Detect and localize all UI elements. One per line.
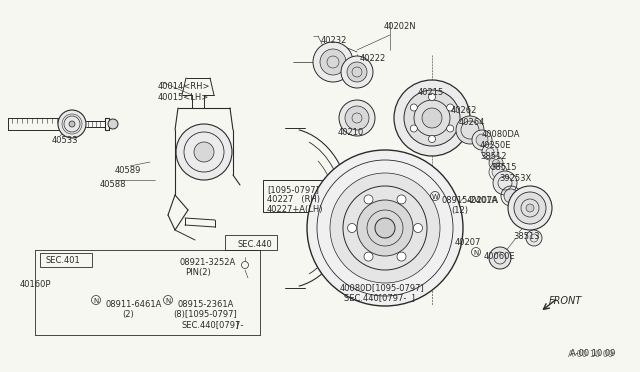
Circle shape xyxy=(447,104,454,111)
Circle shape xyxy=(482,144,498,160)
Text: 38512: 38512 xyxy=(480,152,506,161)
Circle shape xyxy=(504,189,518,203)
Text: (2): (2) xyxy=(122,310,134,319)
Text: 38515: 38515 xyxy=(490,163,516,172)
Text: A-00 10 09: A-00 10 09 xyxy=(570,349,616,358)
Circle shape xyxy=(476,134,488,146)
Text: 40232: 40232 xyxy=(321,36,348,45)
Circle shape xyxy=(422,108,442,128)
Circle shape xyxy=(341,56,373,88)
Text: 08915-2361A: 08915-2361A xyxy=(178,300,234,309)
Text: 08915-2401A: 08915-2401A xyxy=(441,196,497,205)
Circle shape xyxy=(348,224,356,232)
Text: 40533: 40533 xyxy=(52,136,79,145)
Circle shape xyxy=(526,230,542,246)
Text: 08921-3252A: 08921-3252A xyxy=(180,258,236,267)
Circle shape xyxy=(345,106,369,130)
Text: FRONT: FRONT xyxy=(549,296,582,306)
Circle shape xyxy=(176,124,232,180)
Circle shape xyxy=(108,119,118,129)
Text: (8)[1095-0797]: (8)[1095-0797] xyxy=(173,310,237,319)
Circle shape xyxy=(313,42,353,82)
Circle shape xyxy=(194,142,214,162)
Circle shape xyxy=(526,204,534,212)
Text: 40014<RH>: 40014<RH> xyxy=(158,82,211,91)
Circle shape xyxy=(339,100,375,136)
Circle shape xyxy=(489,247,511,269)
Text: 40215: 40215 xyxy=(418,88,444,97)
Circle shape xyxy=(357,200,413,256)
Bar xyxy=(40,253,92,267)
Text: N: N xyxy=(165,298,171,304)
Text: 40222: 40222 xyxy=(360,54,387,63)
Circle shape xyxy=(413,224,422,232)
Bar xyxy=(263,180,351,212)
Text: 40264: 40264 xyxy=(459,118,485,127)
Text: SEC.401: SEC.401 xyxy=(46,256,81,265)
Circle shape xyxy=(489,156,503,170)
Text: 40227   (RH): 40227 (RH) xyxy=(267,195,320,204)
Text: ]: ] xyxy=(225,320,239,329)
Circle shape xyxy=(493,171,517,195)
Circle shape xyxy=(472,130,492,150)
Circle shape xyxy=(429,93,435,100)
Circle shape xyxy=(397,252,406,261)
Text: W: W xyxy=(431,194,438,200)
Circle shape xyxy=(69,121,75,127)
Circle shape xyxy=(404,90,460,146)
Circle shape xyxy=(410,125,417,132)
Text: PIN(2): PIN(2) xyxy=(185,268,211,277)
Circle shape xyxy=(330,173,440,283)
Text: 40210: 40210 xyxy=(338,128,364,137)
Circle shape xyxy=(410,104,417,111)
Circle shape xyxy=(394,80,470,156)
Text: 38513: 38513 xyxy=(513,232,540,241)
Text: SEC.440[0797-: SEC.440[0797- xyxy=(182,320,244,329)
Circle shape xyxy=(320,49,346,75)
Text: [1095-0797]: [1095-0797] xyxy=(267,185,319,194)
Text: 40588: 40588 xyxy=(100,180,127,189)
Text: 40207A: 40207A xyxy=(467,196,499,205)
Text: 40262: 40262 xyxy=(451,106,477,115)
Text: 40080DA: 40080DA xyxy=(482,130,520,139)
Text: A-00 10 09: A-00 10 09 xyxy=(568,350,613,359)
Bar xyxy=(225,235,277,250)
Text: 40015<LH>: 40015<LH> xyxy=(158,93,209,102)
Text: 40202N: 40202N xyxy=(384,22,417,31)
Circle shape xyxy=(347,62,367,82)
Circle shape xyxy=(493,160,499,167)
Text: 08911-6461A: 08911-6461A xyxy=(105,300,161,309)
Circle shape xyxy=(447,125,454,132)
Circle shape xyxy=(364,252,373,261)
Circle shape xyxy=(397,195,406,204)
Text: 39253X: 39253X xyxy=(499,174,531,183)
Text: 40227+A(LH): 40227+A(LH) xyxy=(267,205,323,214)
Text: 40207: 40207 xyxy=(455,238,481,247)
Text: 40160P: 40160P xyxy=(20,280,51,289)
Circle shape xyxy=(58,110,86,138)
Circle shape xyxy=(456,116,484,144)
Circle shape xyxy=(364,195,373,204)
Text: N: N xyxy=(93,298,99,304)
Text: (12): (12) xyxy=(451,206,468,215)
Text: SEC.440: SEC.440 xyxy=(237,240,272,249)
Circle shape xyxy=(514,192,546,224)
Circle shape xyxy=(375,218,395,238)
Text: 40589: 40589 xyxy=(115,166,141,175)
Text: 40250E: 40250E xyxy=(480,141,511,150)
Circle shape xyxy=(492,166,504,178)
Circle shape xyxy=(307,150,463,306)
Text: N: N xyxy=(474,250,479,256)
Text: SEC.440[0797-  ]: SEC.440[0797- ] xyxy=(344,293,415,302)
Text: 40060E: 40060E xyxy=(484,252,516,261)
Circle shape xyxy=(508,186,552,230)
Text: 40080D[1095-0797]: 40080D[1095-0797] xyxy=(340,283,425,292)
Circle shape xyxy=(429,135,435,142)
